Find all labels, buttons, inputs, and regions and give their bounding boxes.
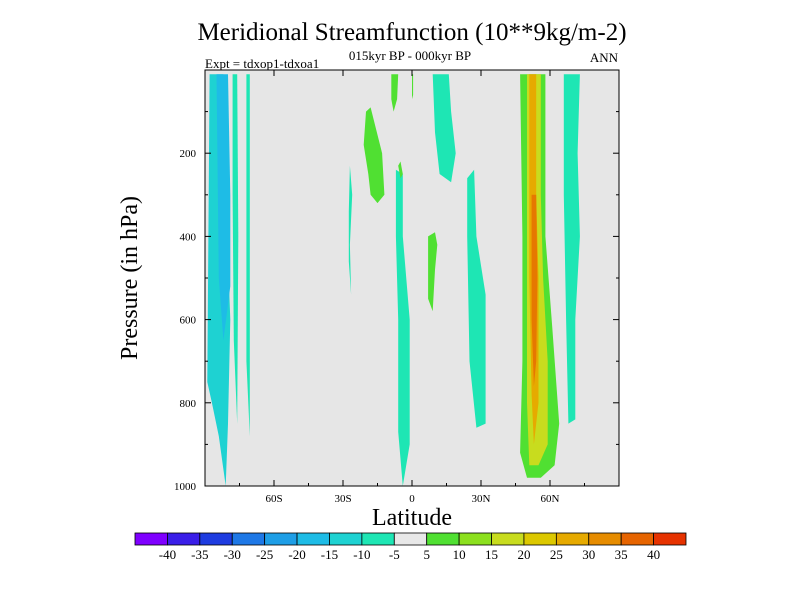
contour-region-9 — [391, 74, 399, 112]
y-tick-label-4: 1000 — [174, 481, 197, 493]
experiment-label: Expt = tdxop1-tdxoa1 — [205, 56, 319, 71]
colorbar-label-0: -40 — [159, 547, 176, 562]
colorbar-label-11: 20 — [517, 547, 530, 562]
x-tick-label-3: 30N — [472, 493, 491, 505]
colorbar-label-13: 30 — [582, 547, 595, 562]
contour-region-10 — [363, 107, 385, 204]
x-axis-label: Latitude — [372, 505, 452, 531]
colorbar: -40 -35 -30 -25 -20 -15 -10 -5 5 10 15 20 25 30 35 40 — [134, 532, 687, 562]
colorbar-swatch-5 — [296, 532, 330, 546]
colorbar-swatch-12 — [523, 532, 557, 546]
y-tick-label-1: 400 — [180, 231, 197, 243]
contour-region-11 — [412, 74, 414, 100]
colorbar-swatch-8 — [393, 532, 428, 546]
colorbar-swatch-13 — [555, 532, 590, 546]
colorbar-swatch-4 — [264, 532, 298, 546]
x-tick-label-1: 30S — [334, 493, 351, 505]
colorbar-label-15: 40 — [647, 547, 660, 562]
y-tick-label-0: 200 — [180, 148, 197, 160]
x-tick-label-4: 60N — [541, 493, 560, 505]
contour-region-2 — [232, 74, 239, 424]
colorbar-swatch-1 — [167, 532, 201, 546]
colorbar-label-1: -35 — [191, 547, 208, 562]
colorbar-label-6: -10 — [353, 547, 370, 562]
colorbar-label-5: -15 — [321, 547, 338, 562]
colorbar-swatch-2 — [199, 532, 233, 546]
contour-region-6 — [432, 74, 456, 183]
colorbar-label-9: 10 — [453, 547, 466, 562]
contour-region-4 — [348, 165, 353, 295]
colorbar-label-4: -20 — [288, 547, 305, 562]
colorbar-swatch-16 — [653, 532, 687, 546]
season-label: ANN — [590, 50, 619, 65]
y-axis-label: Pressure (in hPa) — [117, 196, 143, 360]
chart-title: Meridional Streamfunction (10**9kg/m-2) — [197, 19, 626, 46]
colorbar-label-12: 25 — [550, 547, 563, 562]
contour-region-8 — [563, 74, 580, 424]
colorbar-swatch-9 — [426, 532, 460, 546]
colorbar-swatch-7 — [361, 532, 395, 546]
plot-area: 60S 30S 0 30N 60N 200 400 600 800 1000 — [174, 69, 620, 505]
colorbar-label-14: 35 — [615, 547, 628, 562]
chart-subtitle: 015kyr BP - 000kyr BP — [349, 48, 471, 63]
contour-region-7 — [467, 169, 486, 428]
colorbar-swatch-15 — [620, 532, 654, 546]
colorbar-swatch-0 — [134, 532, 168, 546]
colorbar-label-7: -5 — [389, 547, 400, 562]
axis-ticks: 60S 30S 0 30N 60N 200 400 600 800 1000 — [174, 70, 619, 505]
colorbar-label-10: 15 — [485, 547, 498, 562]
contour-region-5 — [395, 169, 410, 487]
colorbar-label-8: 5 — [423, 547, 430, 562]
colorbar-swatch-11 — [491, 532, 525, 546]
colorbar-swatch-3 — [231, 532, 266, 546]
colorbar-swatch-6 — [329, 532, 363, 546]
y-tick-label-3: 800 — [180, 398, 197, 410]
contour-layer — [207, 74, 580, 487]
x-tick-label-2: 0 — [409, 493, 415, 505]
colorbar-swatch-10 — [458, 532, 492, 546]
colorbar-swatch-14 — [588, 532, 622, 546]
x-tick-label-0: 60S — [265, 493, 282, 505]
y-tick-label-2: 600 — [180, 315, 197, 327]
contour-region-1 — [216, 74, 231, 341]
contour-region-17 — [531, 194, 538, 387]
colorbar-label-2: -30 — [224, 547, 241, 562]
colorbar-label-3: -25 — [256, 547, 273, 562]
contour-region-12 — [398, 161, 403, 179]
contour-region-3 — [246, 74, 250, 437]
contour-region-13 — [428, 232, 438, 312]
